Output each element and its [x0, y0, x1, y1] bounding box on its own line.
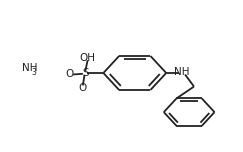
Text: OH: OH: [80, 53, 96, 63]
Text: NH: NH: [22, 64, 38, 73]
Text: O: O: [79, 83, 87, 93]
Text: NH: NH: [174, 67, 190, 77]
Text: 3: 3: [32, 69, 36, 78]
Text: S: S: [82, 68, 88, 78]
Text: O: O: [65, 69, 74, 79]
